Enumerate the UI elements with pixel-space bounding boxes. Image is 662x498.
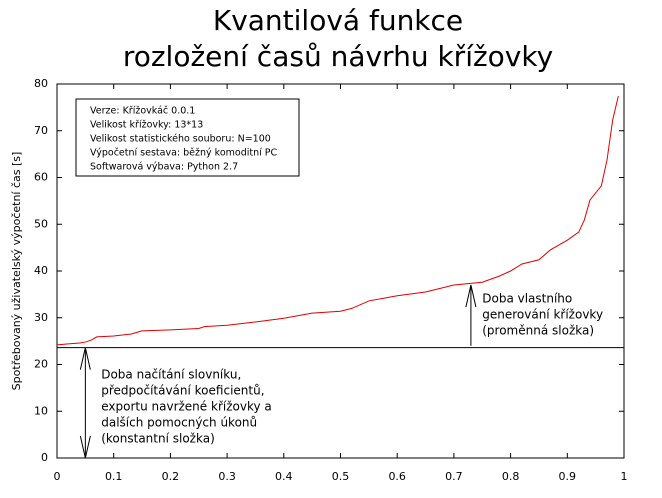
y-tick-label: 70 (34, 124, 48, 137)
x-tick-label: 0.7 (445, 470, 463, 483)
arrow-head (465, 284, 477, 308)
info-box (75, 98, 300, 177)
annotation: předpočítávání koeficientů, (101, 383, 264, 397)
annotation: exportu navržené křížovky a (101, 399, 272, 413)
arrow-head (79, 435, 91, 459)
annotation: Doba vlastního (482, 292, 572, 306)
x-tick-label: 0.5 (332, 470, 350, 483)
x-tick-label: 0.1 (105, 470, 123, 483)
x-tick-label: 0 (54, 470, 61, 483)
y-tick-label: 30 (34, 311, 48, 324)
x-tick-label: 0.3 (218, 470, 236, 483)
info-line: Verze: Křížovkáč 0.0.1 (90, 106, 195, 117)
x-tick-label: 0.2 (162, 470, 180, 483)
arrow-head (79, 347, 91, 370)
x-tick-label: 0.6 (388, 470, 406, 483)
y-tick-label: 0 (41, 451, 48, 464)
x-tick-label: 0.9 (559, 470, 577, 483)
annotation: Doba načítání slovníku, (101, 367, 241, 381)
y-tick-label: 60 (34, 171, 48, 184)
y-tick-label: 20 (34, 358, 48, 371)
data-line (56, 96, 619, 346)
y-tick-label: 40 (34, 264, 48, 277)
annotation: generování křížovky (482, 308, 603, 322)
y-tick-label: 10 (34, 404, 48, 417)
x-tick-label: 0.8 (502, 470, 520, 483)
chart-title: rozložení časů návrhu křížovky (123, 40, 553, 73)
info-line: Velikost křížovky: 13*13 (90, 120, 203, 131)
x-tick-label: 1 (621, 470, 628, 483)
annotation: (konstantní složka) (101, 431, 215, 445)
y-tick-label: 80 (34, 77, 48, 90)
y-axis-label: Spotřebovaný uživatelský výpočetní čas [… (10, 152, 23, 391)
y-tick-label: 50 (34, 217, 48, 230)
x-tick-label: 0.4 (275, 470, 293, 483)
annotation: (proměnná složka) (482, 324, 594, 338)
info-line: Výpočetní sestava: běžný komoditní PC (90, 148, 278, 159)
annotation: dalších pomocných úkonů (101, 415, 257, 429)
info-line: Velikost statistického souboru: N=100 (90, 134, 271, 145)
info-line: Softwarová výbava: Python 2.7 (90, 162, 238, 173)
chart-title: Kvantilová funkce (213, 4, 463, 37)
